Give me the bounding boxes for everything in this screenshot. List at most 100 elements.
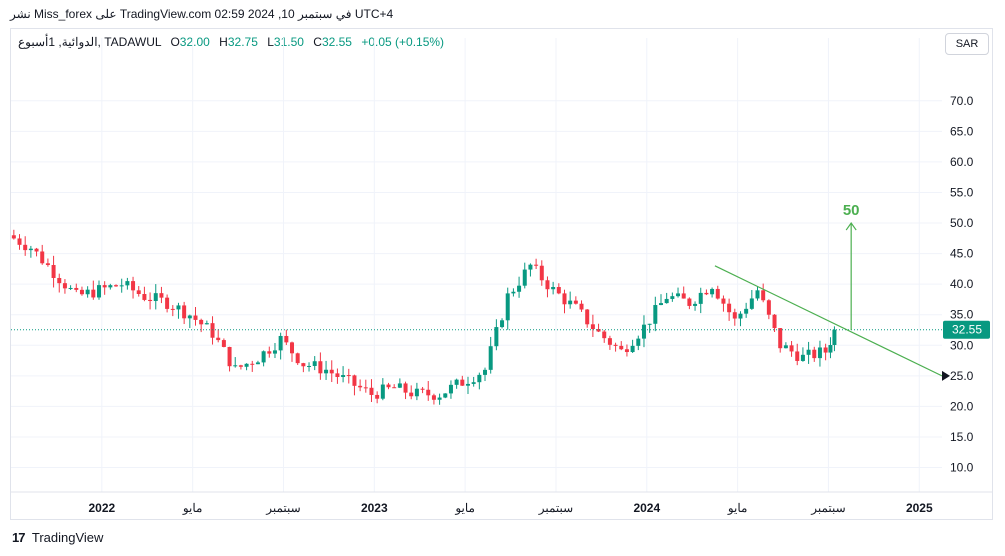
chart-frame [10,28,993,520]
trend-line [714,265,943,377]
candle-body [261,351,266,363]
candle-body [244,363,249,367]
candle-body [607,338,612,345]
publish-caption: نشر Miss_forex على TradingView.com 02:59… [10,7,394,21]
candle-body [437,397,442,400]
candle-body [590,324,595,330]
candle-body [494,327,499,347]
candle-body [403,383,408,393]
low-value: 31.50 [273,35,304,49]
candle-body [670,296,675,299]
candle-body [85,289,90,295]
candle-body [539,265,544,281]
candle-body [454,379,459,385]
candle-body [426,389,431,396]
candle-body [448,384,453,394]
candle-body [182,305,187,319]
symbol-label: الدوائية, 1أسبوع, TADAWUL [18,35,162,49]
candle-body [57,277,62,284]
candle-body [210,323,215,338]
candle-body [568,300,573,305]
candle-body [301,363,306,367]
brand-name: TradingView [31,530,104,545]
candle-body [795,351,800,361]
candle-body [585,309,590,325]
candle-body [783,345,788,349]
tradingview-logo-icon: 17 [12,530,26,545]
candle-body [755,290,760,299]
candle-body [392,387,397,389]
open-label: O [170,35,180,49]
candle-body [761,290,766,301]
x-tick-label: سبتمبر [265,501,300,515]
candle-body [341,375,346,377]
candle-body [704,292,709,295]
candle-body [528,264,533,270]
candle-body [131,281,136,291]
trend-arrowhead-icon [942,370,950,381]
candle-body [40,251,45,264]
candle-body [812,349,817,359]
candle-body [500,320,505,328]
candle-body [204,323,209,325]
candle-body [346,375,351,377]
candle-body [534,264,539,266]
candle-body [681,293,686,299]
candle-body [335,373,340,377]
candle-body [153,293,158,302]
ohlc-legend: الدوائية, 1أسبوع, TADAWUL O32.00 H32.75 … [18,35,444,49]
low-label: L [267,35,274,49]
candle-body [358,385,363,388]
x-tick-label: سبتمبر [810,501,845,515]
candle-body [363,387,368,389]
candle-body [142,294,147,300]
candle-body [187,315,192,319]
target-label: 50 [843,202,860,219]
candle-body [369,387,374,395]
x-tick-label: سبتمبر [538,501,573,515]
x-tick-label: مايو [454,501,475,515]
candle-body [45,263,50,266]
candle-body [23,244,28,251]
footer-brand: 17 TradingView [12,530,103,545]
candle-body [806,349,811,355]
candle-body [375,394,380,399]
candle-body [318,361,323,374]
change-value: +0.05 (+0.15%) [361,35,445,49]
candle-body [483,369,488,375]
candle-body [551,287,556,290]
y-tick-label: 55.0 [950,185,974,199]
candle-body [119,285,124,287]
x-tick-label: مايو [727,501,748,515]
candle-body [828,344,833,353]
candle-body [517,285,522,292]
candle-body [199,319,204,325]
candle-body [386,384,391,388]
candle-body [91,289,96,298]
candle-body [602,331,607,339]
candle-body [658,303,663,306]
y-tick-label: 50.0 [950,216,974,230]
candle-body [823,347,828,353]
candle-body [176,305,181,310]
currency-button[interactable]: SAR [945,33,989,55]
candle-body [624,349,629,353]
candle-body [114,285,119,287]
candle-body [573,300,578,304]
candle-body [148,299,153,302]
candle-body [789,345,794,352]
candle-body [96,285,101,298]
y-tick-label: 10.0 [950,461,974,475]
candle-body [431,395,436,400]
candle-body [193,315,198,320]
candle-body [284,335,289,343]
candle-body [471,382,476,384]
candle-body [727,303,732,313]
candle-body [630,345,635,353]
candle-body [488,346,493,370]
candle-body [636,338,641,346]
y-tick-label: 40.0 [950,277,974,291]
candle-body [267,351,272,354]
candle-body [233,365,238,367]
